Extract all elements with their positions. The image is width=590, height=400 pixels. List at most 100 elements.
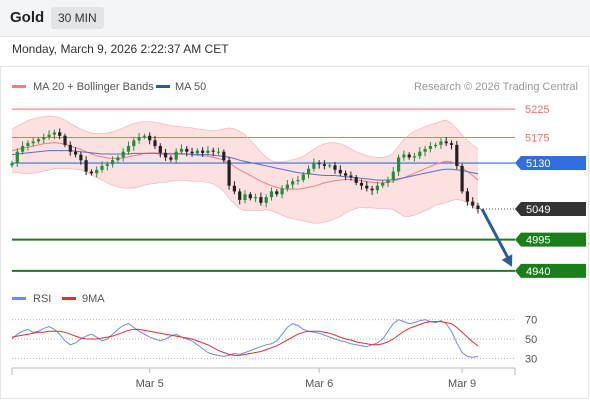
level-label-4995: 4995 <box>526 235 550 247</box>
instrument-title: Gold <box>10 9 45 26</box>
candle-body <box>465 191 469 202</box>
x-tick-label: Mar 6 <box>305 378 333 390</box>
bb-lower-line <box>11 168 479 224</box>
level-label-4940: 4940 <box>526 266 550 278</box>
candle-body <box>423 148 427 152</box>
candle-body <box>264 197 268 203</box>
forecast-arrow <box>480 208 513 267</box>
candle-body <box>142 135 146 137</box>
rsi-line <box>11 319 479 358</box>
level-label-5175: 5175 <box>525 133 549 145</box>
candle-body <box>397 157 401 172</box>
candle-body <box>89 171 93 174</box>
candle-body <box>206 150 210 153</box>
candle-body <box>476 205 480 209</box>
level-tag-5049 <box>515 202 586 216</box>
candle-body <box>338 169 342 174</box>
candle-body <box>21 146 25 152</box>
candle-body <box>322 164 326 166</box>
candle-body <box>84 160 88 172</box>
level-tag-4995 <box>515 232 586 247</box>
timeframe-button[interactable]: 30 MIN <box>51 7 104 29</box>
ma20-legend-swatch <box>12 85 26 88</box>
candle-body <box>391 171 395 181</box>
candle-body <box>10 163 14 166</box>
candle-body <box>428 146 432 149</box>
candle-body <box>365 185 369 189</box>
level-label-5130: 5130 <box>526 158 550 170</box>
candle-body <box>243 194 247 200</box>
candle-body <box>291 181 295 185</box>
candle-body <box>179 148 184 152</box>
candle-body <box>248 194 252 199</box>
x-tick-label: Mar 5 <box>136 378 164 390</box>
candle-body <box>449 143 454 145</box>
candle-body <box>148 135 152 141</box>
rsi-legend-label: RSI <box>33 293 51 305</box>
rsi-ma-line <box>11 321 479 356</box>
candle-body <box>15 151 19 163</box>
candle-body <box>137 137 141 141</box>
candle-body <box>42 137 46 140</box>
candle-body <box>275 191 279 195</box>
candle-body <box>301 174 305 181</box>
rsi-tick-30: 30 <box>525 353 537 365</box>
candle-body <box>126 146 131 152</box>
candle-body <box>232 185 236 192</box>
candle-body <box>238 191 242 200</box>
price-levels <box>12 108 515 272</box>
candle-body <box>190 151 194 154</box>
candle-body <box>153 140 157 147</box>
candle-body <box>169 157 173 160</box>
bb-upper-line <box>11 115 479 163</box>
candle-body <box>471 201 475 206</box>
candle-body <box>63 135 67 145</box>
candle-body <box>418 151 422 157</box>
forecast-arrow-shaft <box>480 208 511 261</box>
candle-body <box>359 182 364 186</box>
level-tag-5130 <box>515 156 586 171</box>
candle-body <box>222 151 226 161</box>
x-tick-label: Mar 9 <box>448 378 476 390</box>
price-legend: MA 20 + Bollinger Bands MA 50 Research ©… <box>12 81 578 93</box>
rsi-ma-legend-swatch <box>62 297 76 300</box>
level-labels: 5225 5175 5130 5049 4995 4940 <box>515 104 586 278</box>
candle-body <box>375 185 379 191</box>
candle-body <box>312 163 316 169</box>
rsi-legend: RSI 9MA <box>12 293 105 305</box>
candle-body <box>328 165 332 167</box>
candle-body <box>344 173 348 176</box>
candle-body <box>58 132 62 136</box>
candle-body <box>105 164 109 166</box>
candle-body <box>26 143 30 146</box>
candle-body <box>211 150 215 152</box>
chart-frame <box>0 66 589 399</box>
level-label-5049: 5049 <box>526 204 550 216</box>
bollinger-bands <box>12 116 478 224</box>
candle-body <box>307 168 311 175</box>
timestamp: Monday, March 9, 2026 2:22:37 AM CET <box>12 42 229 56</box>
candle-body <box>36 139 41 142</box>
candle-body <box>254 197 258 199</box>
candle-body <box>111 160 115 165</box>
candle-body <box>407 154 411 158</box>
candle-body <box>185 148 189 152</box>
candle-body <box>333 165 337 170</box>
candles <box>10 128 480 214</box>
candle-body <box>195 150 199 154</box>
level-tag-4940 <box>515 263 586 278</box>
rsi-panel: 70 50 30 <box>11 315 537 365</box>
candle-body <box>434 144 438 146</box>
x-axis: Mar 5 Mar 6 Mar 9 <box>11 367 516 390</box>
chart-header: Gold 30 MIN <box>0 0 590 37</box>
rsi-tick-70: 70 <box>525 315 537 327</box>
ma50-line <box>11 150 479 181</box>
candle-body <box>79 154 83 161</box>
candle-body <box>227 160 231 186</box>
candle-body <box>349 175 353 178</box>
candle-body <box>95 169 99 174</box>
candle-body <box>370 188 374 191</box>
candle-body <box>100 165 104 170</box>
candle-body <box>455 144 459 166</box>
